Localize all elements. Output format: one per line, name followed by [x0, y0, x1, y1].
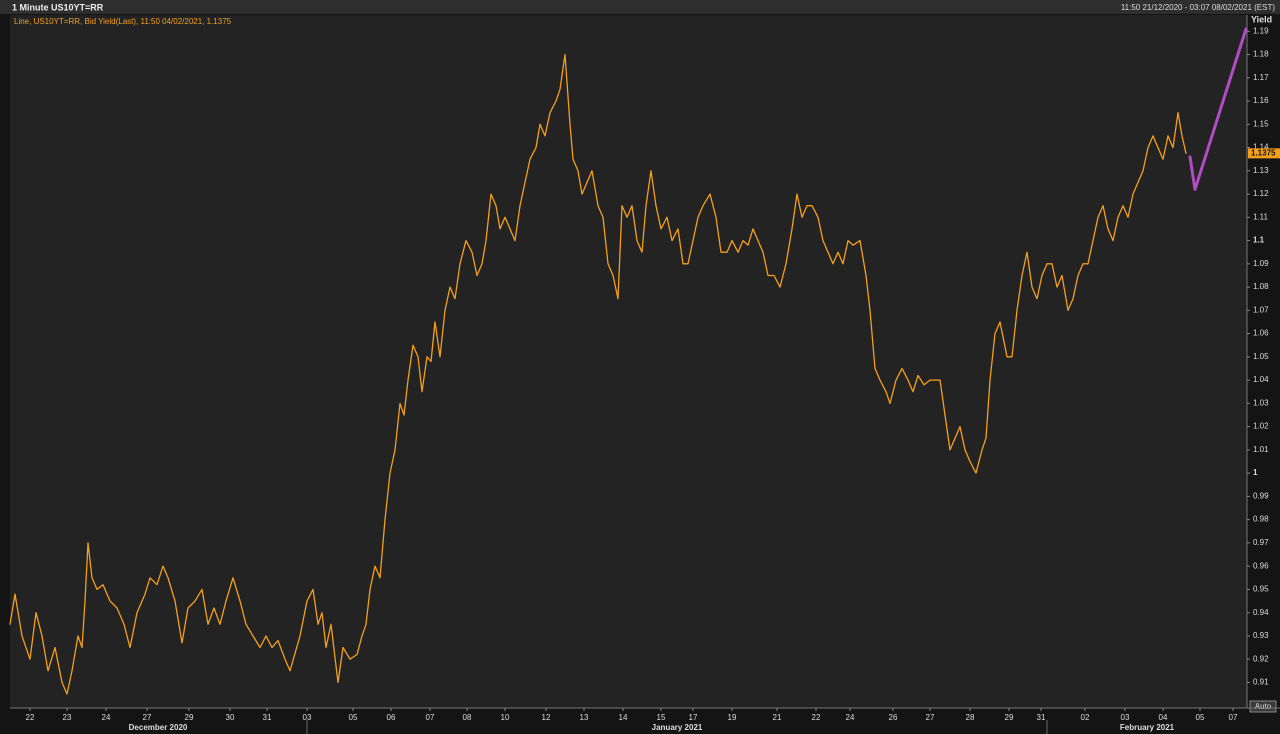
x-tick-label: 07 [1229, 713, 1238, 722]
annotation-line [1188, 27, 1248, 191]
time-range: 11:50 21/12/2020 - 03:07 08/02/2021 (EST… [1121, 3, 1276, 12]
y-tick-label: 1 [1253, 468, 1258, 477]
x-tick-label: 29 [185, 713, 194, 722]
x-tick-label: 31 [263, 713, 272, 722]
x-tick-label: 03 [303, 713, 312, 722]
y-tick-label: 1.11 [1253, 212, 1269, 221]
plot-area [10, 15, 1247, 708]
y-tick-label: 1.16 [1253, 96, 1269, 105]
y-tick-label: 0.96 [1253, 561, 1269, 570]
month-label: December 2020 [129, 723, 188, 732]
y-axis-title: Yield [1251, 14, 1272, 24]
x-tick-label: 14 [619, 713, 628, 722]
x-tick-label: 02 [1081, 713, 1090, 722]
y-tick-label: 0.97 [1253, 538, 1269, 547]
y-tick-label: 1.19 [1253, 26, 1269, 35]
last-value-box [1248, 148, 1280, 159]
last-value-label: 1.1375 [1251, 148, 1276, 157]
x-tick-label: 27 [143, 713, 152, 722]
x-tick-label: 19 [728, 713, 737, 722]
auto-button-label[interactable]: Auto [1255, 702, 1272, 711]
x-tick-label: 26 [889, 713, 898, 722]
month-label: January 2021 [652, 723, 703, 732]
auto-button[interactable] [1249, 700, 1277, 713]
y-tick-label: 0.95 [1253, 585, 1269, 594]
y-tick-label: 0.99 [1253, 491, 1269, 500]
y-tick-label: 0.94 [1253, 608, 1269, 617]
chart-title: 1 Minute US10YT=RR [12, 2, 104, 12]
x-tick-label: 17 [689, 713, 698, 722]
x-tick-label: 04 [1159, 713, 1168, 722]
month-label: February 2021 [1120, 723, 1175, 732]
x-tick-label: 28 [966, 713, 975, 722]
x-tick-label: 21 [773, 713, 782, 722]
y-tick-label: 1.01 [1253, 445, 1269, 454]
x-tick-label: 03 [1121, 713, 1130, 722]
price-line [9, 53, 1187, 695]
y-tick-label: 1.12 [1253, 189, 1269, 198]
x-tick-label: 24 [846, 713, 855, 722]
x-tick-label: 12 [542, 713, 551, 722]
y-tick-label: 1.06 [1253, 329, 1269, 338]
x-tick-label: 27 [926, 713, 935, 722]
x-tick-label: 15 [657, 713, 666, 722]
x-tick-label: 22 [812, 713, 821, 722]
x-tick-label: 30 [226, 713, 235, 722]
y-tick-label: 1.08 [1253, 282, 1269, 291]
y-tick-label: 1.17 [1253, 73, 1269, 82]
x-tick-label: 29 [1005, 713, 1014, 722]
series-caption: Line, US10YT=RR, Bid Yield(Last), 11:50 … [14, 17, 232, 26]
y-tick-label: 0.93 [1253, 631, 1269, 640]
x-tick-label: 06 [387, 713, 396, 722]
y-tick-label: 0.92 [1253, 654, 1269, 663]
y-tick-label: 1.09 [1253, 259, 1269, 268]
y-tick-label: 1.1 [1253, 236, 1265, 245]
x-tick-label: 05 [349, 713, 358, 722]
y-tick-label: 1.13 [1253, 166, 1269, 175]
y-tick-label: 1.02 [1253, 422, 1269, 431]
x-tick-label: 24 [102, 713, 111, 722]
y-tick-label: 0.91 [1253, 678, 1269, 687]
x-tick-label: 31 [1037, 713, 1046, 722]
x-tick-label: 07 [426, 713, 435, 722]
y-tick-label: 1.07 [1253, 305, 1269, 314]
x-tick-label: 13 [580, 713, 589, 722]
y-tick-label: 1.14 [1253, 143, 1269, 152]
x-tick-label: 23 [63, 713, 72, 722]
y-tick-label: 0.98 [1253, 515, 1269, 524]
x-tick-label: 05 [1196, 713, 1205, 722]
header-bar [0, 0, 1280, 14]
y-tick-label: 1.15 [1253, 119, 1269, 128]
x-tick-label: 10 [501, 713, 510, 722]
x-tick-label: 08 [463, 713, 472, 722]
y-tick-label: 1.05 [1253, 352, 1269, 361]
y-tick-label: 1.04 [1253, 375, 1269, 384]
y-tick-label: 1.18 [1253, 50, 1269, 59]
y-tick-label: 1.03 [1253, 398, 1269, 407]
x-tick-label: 22 [26, 713, 35, 722]
